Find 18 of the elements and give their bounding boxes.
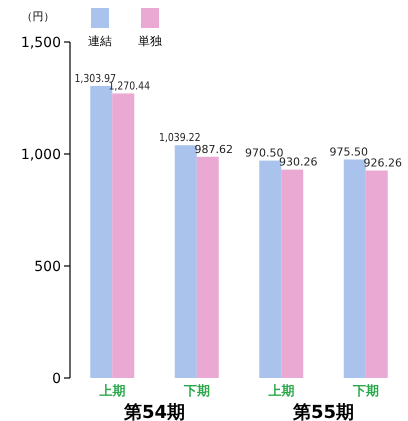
x-tick-label: 上期 — [267, 384, 294, 399]
data-label: 926.26 — [364, 156, 402, 170]
data-label: 1,039.22 — [158, 131, 208, 144]
text: 第55期 — [292, 402, 354, 421]
data-label: 975.50 — [330, 145, 368, 158]
x-tick-label: 下期 — [182, 384, 210, 399]
y-tick-label: 0 — [52, 371, 61, 387]
y-tick-label: 500 — [34, 259, 61, 275]
y-tick-label: 1,000 — [20, 147, 61, 163]
data-label: 987.62 — [194, 142, 233, 156]
y-axis-title: （円） — [22, 10, 54, 23]
legend-label: 単独 — [138, 34, 162, 48]
x-tick-label: 上期 — [98, 384, 126, 399]
data-label: 930.26 — [279, 156, 318, 169]
x-tick-label: 下期 — [352, 384, 379, 399]
text: 第54期 — [122, 402, 186, 421]
legend-label: 連結 — [88, 34, 112, 48]
y-tick-label: 1,500 — [20, 35, 61, 51]
